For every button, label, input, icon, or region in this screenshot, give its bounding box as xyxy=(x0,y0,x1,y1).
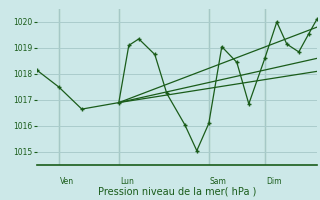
Text: Pression niveau de la mer( hPa ): Pression niveau de la mer( hPa ) xyxy=(98,187,256,197)
Text: Ven: Ven xyxy=(60,177,74,186)
Text: Lun: Lun xyxy=(120,177,134,186)
Text: Dim: Dim xyxy=(266,177,281,186)
Text: Sam: Sam xyxy=(210,177,227,186)
